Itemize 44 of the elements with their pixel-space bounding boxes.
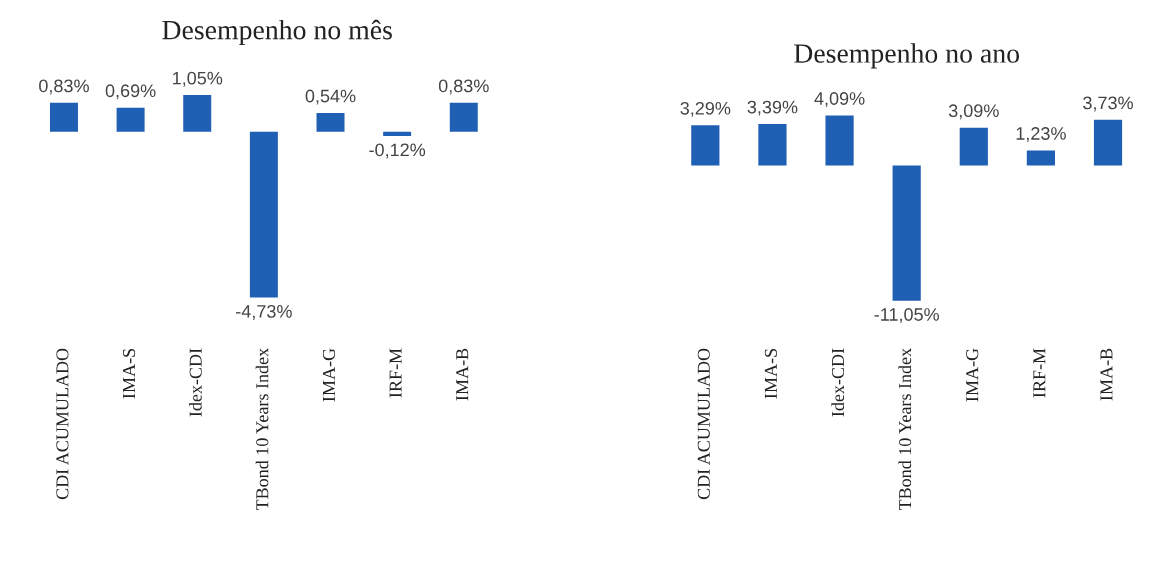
x-tick-label: IRF-M: [1033, 348, 1046, 398]
x-tick-label: IMA-S: [764, 349, 777, 399]
bar: [183, 95, 212, 132]
bar: [316, 112, 345, 132]
x-tick-label: IMA-S: [122, 349, 136, 399]
bar: [892, 165, 921, 301]
x-tick-label: IMA-B: [456, 348, 469, 401]
data-label: 0,69%: [105, 84, 156, 100]
data-label: 3,09%: [948, 104, 999, 120]
x-tick-label: IMA-B: [1100, 348, 1113, 401]
data-label: -0,12%: [369, 143, 426, 159]
bar: [49, 102, 78, 132]
data-label: -4,73%: [236, 304, 292, 320]
data-label: 3,29%: [680, 101, 731, 117]
x-tick-label: Idex-CDI: [831, 348, 845, 417]
data-label: 3,73%: [1083, 96, 1133, 112]
x-tick-label: TBond 10 Years Index: [898, 348, 912, 511]
bar: [449, 102, 478, 132]
x-tick-label: IRF-M: [389, 348, 402, 398]
data-label: 1,05%: [173, 71, 223, 87]
x-tick-label: TBond 10 Years Index: [255, 348, 269, 511]
chart-title: Desempenho no mês: [162, 19, 392, 46]
bar: [249, 131, 278, 298]
data-label: 4,09%: [814, 92, 865, 108]
x-tick-label: IMA-G: [322, 348, 336, 402]
x-tick-label: IMA-G: [966, 348, 979, 402]
data-label: 0,83%: [39, 79, 89, 95]
chart-title: Desempenho no ano: [794, 43, 1020, 69]
bar: [959, 127, 988, 166]
data-label: 0,83%: [438, 79, 489, 95]
data-label: -11,05%: [874, 308, 939, 324]
data-label: 1,23%: [1016, 127, 1066, 143]
data-label: 3,39%: [747, 100, 798, 116]
bar: [1093, 119, 1123, 166]
bar: [825, 115, 854, 166]
x-tick-label: CDI ACUMULADO: [697, 348, 710, 500]
bar: [116, 107, 145, 132]
bar: [691, 125, 720, 166]
bar: [383, 131, 412, 137]
x-tick-label: Idex-CDI: [189, 348, 202, 417]
x-tick-label: CDI ACUMULADO: [56, 348, 69, 500]
bar: [1026, 150, 1055, 166]
bar: [758, 123, 787, 166]
data-label: 0,54%: [305, 89, 356, 105]
